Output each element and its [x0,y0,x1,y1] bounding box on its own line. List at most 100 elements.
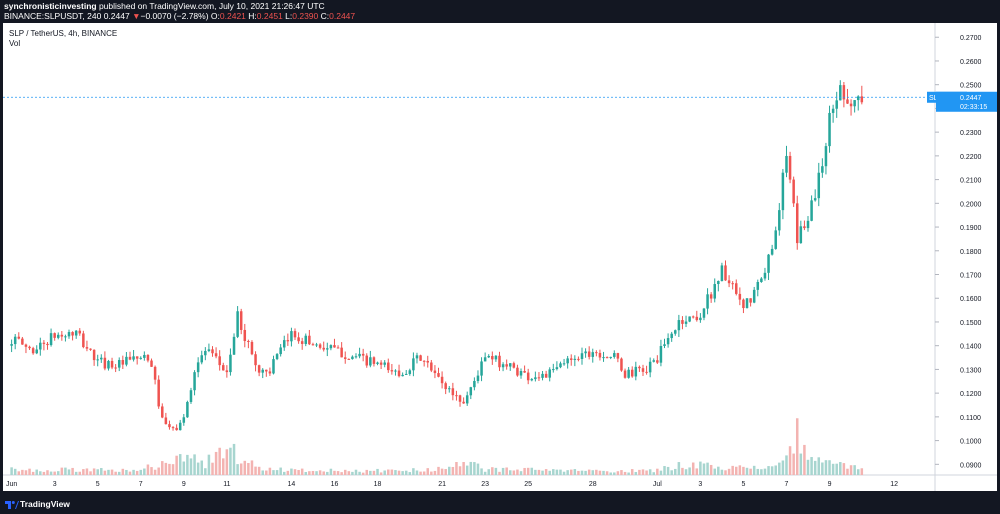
chart-frame [3,23,997,491]
author-name[interactable]: synchronisticinvesting [4,1,97,11]
price-tick-label: 0.2300 [960,130,982,137]
candle-body [720,265,724,282]
volume-bar [860,468,864,475]
candle-body [552,369,555,371]
volume-bar [566,470,569,475]
time-tick-label: 25 [524,481,532,488]
candle-body [257,365,261,373]
candle-body [824,146,828,167]
candle-body [778,210,781,231]
volume-bar [397,470,401,475]
volume-bar [512,470,516,475]
candle-body [785,155,788,173]
candle-body [250,341,254,355]
candle-body [67,332,71,337]
candlestick-chart[interactable]: 0.27000.26000.25000.24000.23000.22000.21… [3,23,997,491]
volume-bar [767,466,770,475]
candle-body [415,355,419,359]
volume-bar [770,466,774,475]
price-tick-label: 0.1700 [960,273,982,280]
volume-bar [498,471,501,475]
volume-bar [347,471,351,475]
volume-bar [688,467,691,475]
candle-body [232,336,236,355]
candle-body [440,376,444,384]
volume-bar [49,471,53,475]
volume-bar [717,466,720,475]
candle-body [709,294,713,299]
volume-bar [828,460,831,475]
volume-bar [763,468,767,475]
candle-body [343,357,347,359]
volume-bar [749,468,752,475]
candle-body [691,316,695,318]
volume-bar [322,471,325,475]
volume-bar [756,468,760,475]
candle-body [422,360,426,362]
candle-body [125,356,128,365]
price-tick-label: 0.2600 [960,59,982,66]
symbol-title: SLP / TetherUS, 4h, BINANCE [9,29,118,38]
volume-bar [376,468,379,475]
volume-bar [268,467,272,475]
ohlc-line: BINANCE:SLPUSDT, 240 0.2447 ▼−0.0070 (−2… [4,11,355,21]
volume-bar [677,462,681,475]
volume-bar [254,466,257,475]
volume-bar [336,471,340,475]
candle-body [157,379,160,407]
volume-bar [519,471,523,475]
high-label: H: [248,11,257,21]
low-value: 0.2390 [292,11,319,21]
volume-bar [387,469,390,475]
candle-body [376,362,379,364]
candle-body [336,347,340,349]
candle-body [566,358,569,364]
candle-body [724,265,727,281]
candle-body [508,363,512,367]
change-down-icon: ▼ [132,11,141,21]
candle-body [742,299,745,309]
price-tick-label: 0.1000 [960,439,982,446]
candle-body [211,349,214,354]
volume-bar [164,462,168,475]
candle-body [236,311,239,337]
candle-body [656,360,659,363]
volume-bar [218,447,221,475]
volume-bar [272,470,275,475]
candle-body [670,333,673,339]
close-label: C: [320,11,330,21]
volume-bar [168,463,171,475]
tradingview-logo-icon[interactable] [5,499,19,509]
candle-body [659,345,663,363]
candle-body [648,361,652,373]
candle-body [78,330,82,334]
time-tick-label: 14 [288,481,296,488]
candle-body [64,336,67,338]
candle-body [462,401,465,404]
candle-body [760,278,763,282]
volume-bar [161,461,164,475]
time-tick-label: Jun [6,481,17,488]
volume-bar [792,453,795,475]
volume-bar [143,468,146,475]
volume-bar [627,472,630,475]
candle-body [121,359,125,365]
candle-body [860,96,864,103]
candle-body [609,356,612,358]
candle-body [186,401,189,418]
volume-bar [652,472,656,475]
volume-bar [21,469,24,475]
time-tick-label: 18 [374,481,382,488]
published-text: published on TradingView.com, July 10, 2… [96,1,325,11]
volume-bar [552,469,555,475]
candle-body [674,330,677,334]
candle-body [835,100,838,109]
footer-brand[interactable]: TradingView [20,499,70,509]
volume-bar [343,469,347,475]
volume-bar [107,469,110,475]
candle-body [598,352,602,358]
volume-bar [853,465,856,475]
candle-body [326,348,329,350]
candle-body [139,357,143,359]
candle-body [286,340,290,342]
